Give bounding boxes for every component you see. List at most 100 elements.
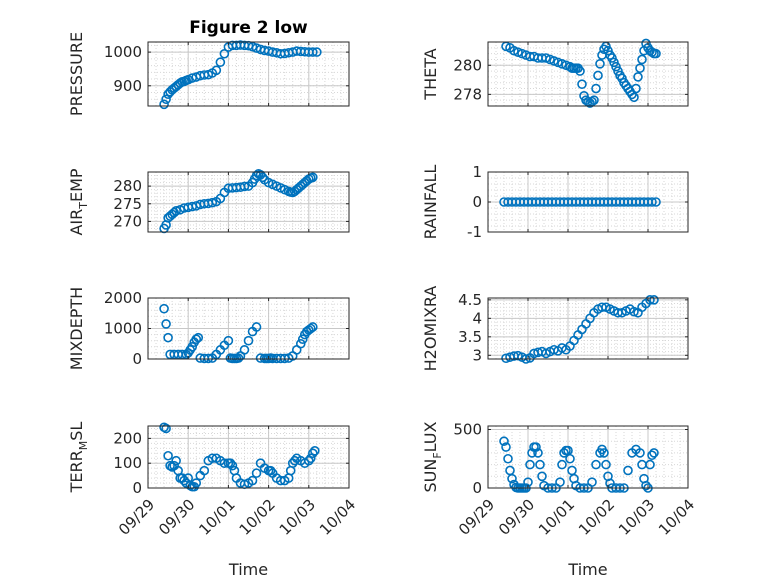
y-axis-label: AIRTEMP — [67, 168, 90, 235]
data-point — [651, 48, 661, 59]
axes-box — [487, 41, 689, 107]
y-tick-label: 0 — [472, 193, 482, 211]
plot-area — [488, 298, 688, 359]
data-point — [191, 478, 202, 488]
data-point — [575, 66, 585, 76]
y-tick-label: 0 — [132, 350, 142, 368]
data-point — [310, 445, 320, 456]
data-point — [223, 335, 234, 346]
data-point — [635, 448, 645, 458]
y-tick-label: -1 — [467, 223, 482, 241]
grid — [487, 426, 689, 489]
data-point — [203, 353, 214, 364]
data-point — [637, 54, 647, 65]
data-point — [605, 478, 615, 489]
x-tick-label: 10/04 — [316, 496, 359, 539]
data-point — [207, 197, 218, 208]
data-point — [215, 57, 226, 68]
y-label-main: THETA — [421, 48, 440, 100]
data-point — [177, 349, 187, 360]
data-point — [247, 41, 258, 52]
y-tick-label: 200 — [113, 429, 142, 447]
axes-box — [147, 171, 350, 233]
data-point — [647, 450, 657, 461]
data-point — [227, 460, 238, 471]
data-point — [555, 477, 565, 487]
data-point — [191, 334, 202, 344]
y-label-main: SUN — [421, 459, 440, 493]
y-label-main: AIR — [67, 209, 86, 236]
data-point — [501, 442, 511, 452]
data-point — [631, 83, 641, 94]
data-point — [595, 59, 605, 69]
series-markers — [159, 40, 322, 110]
x-tick-label: 09/29 — [455, 496, 498, 539]
y-tick-label: 1000 — [104, 43, 142, 61]
plot-area — [148, 42, 349, 106]
x-tick-label: 10/03 — [276, 496, 319, 539]
data-point — [295, 338, 306, 349]
data-point — [306, 323, 316, 334]
data-point — [649, 448, 659, 458]
series-markers — [159, 168, 318, 234]
data-point — [306, 453, 316, 464]
y-label-tail: LUX — [421, 421, 440, 452]
y-axis-label: H2OMIXRA — [421, 286, 440, 372]
y-axis-label: THETA — [421, 48, 440, 100]
y-tick-label: 500 — [453, 421, 482, 439]
axes-box — [487, 297, 689, 360]
series-markers — [499, 197, 661, 207]
y-axis-label: RAINFALL — [421, 165, 440, 240]
data-point — [239, 345, 250, 355]
data-point — [613, 66, 623, 76]
data-point — [641, 38, 651, 49]
x-tick-label: 09/30 — [495, 496, 538, 539]
data-point — [163, 332, 173, 343]
data-point — [591, 83, 601, 94]
data-point — [589, 95, 599, 105]
series-markers — [159, 422, 320, 492]
y-label-main: H2OMIXRA — [421, 286, 440, 372]
data-point — [533, 448, 543, 458]
data-point — [187, 341, 198, 352]
data-point — [225, 458, 236, 469]
data-point — [651, 197, 661, 207]
x-axis-label: Time — [567, 560, 607, 579]
y-label-main: MIXDEPTH — [67, 287, 86, 370]
data-point — [265, 465, 276, 476]
data-point — [303, 455, 314, 466]
x-tick-label: 09/30 — [155, 496, 198, 539]
y-axis-label: SUNFLUX — [421, 421, 444, 492]
data-point — [171, 455, 181, 466]
series-markers — [501, 295, 659, 364]
y-label-subscript: F — [431, 452, 444, 458]
x-tick-label: 10/01 — [195, 496, 238, 539]
axes-box — [487, 425, 689, 489]
y-tick-label: 275 — [113, 195, 142, 213]
y-label-main: RAINFALL — [421, 165, 440, 240]
panel-rainfall: -1 0 1 RAINFALL — [421, 163, 689, 241]
data-point — [607, 53, 617, 63]
data-point — [535, 459, 545, 470]
data-point — [641, 480, 651, 491]
panel-theta: 278 280 THETA — [421, 38, 689, 108]
y-tick-label: 1 — [472, 163, 482, 181]
data-point — [629, 92, 639, 103]
data-point — [199, 465, 210, 476]
data-point — [247, 475, 258, 486]
x-axis-label: Time — [228, 560, 268, 579]
data-point — [219, 48, 230, 59]
y-tick-label: 280 — [453, 56, 482, 74]
y-label-main: PRESSURE — [67, 32, 86, 116]
y-tick-label: 4.5 — [458, 291, 482, 309]
y-tick-label: 1000 — [104, 320, 142, 338]
data-point — [611, 61, 621, 72]
series-markers — [501, 38, 661, 108]
data-point — [647, 197, 657, 207]
data-point — [593, 70, 603, 81]
y-axis-label: MIXDEPTH — [67, 287, 86, 370]
grid — [147, 172, 350, 232]
